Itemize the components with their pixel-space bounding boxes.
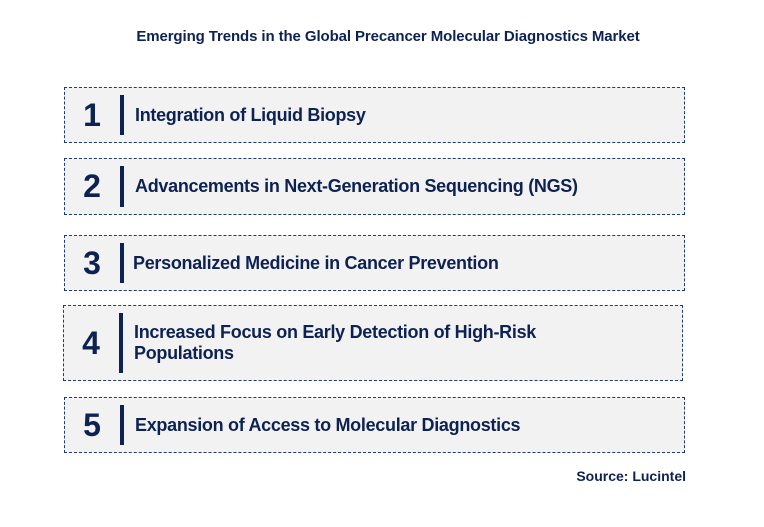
trend-number: 1 [83, 96, 101, 133]
trend-number: 5 [83, 406, 101, 443]
trend-label: Personalized Medicine in Cancer Preventi… [133, 252, 499, 273]
trend-label: Advancements in Next-Generation Sequenci… [135, 176, 578, 196]
trend-box-3: 3 Personalized Medicine in Cancer Preven… [64, 235, 685, 291]
trend-divider [120, 405, 124, 445]
trend-divider [120, 243, 124, 283]
trend-divider [120, 95, 124, 135]
trend-label: Integration of Liquid Biopsy [135, 104, 366, 125]
trend-label: Expansion of Access to Molecular Diagnos… [135, 414, 521, 435]
trend-box-2: 2 Advancements in Next-Generation Sequen… [64, 158, 685, 215]
trend-number: 3 [83, 244, 101, 281]
trend-number: 4 [82, 324, 100, 361]
diagram-title: Emerging Trends in the Global Precancer … [136, 28, 640, 45]
trend-box-1: 1 Integration of Liquid Biopsy [64, 87, 685, 143]
trend-divider [120, 166, 124, 207]
source-credit: Source: Lucintel [576, 468, 686, 484]
trend-number: 2 [83, 168, 101, 204]
trend-box-5: 5 Expansion of Access to Molecular Diagn… [64, 397, 685, 453]
trend-box-4: 4 Increased Focus on Early Detection of … [63, 305, 683, 381]
trend-divider [119, 313, 123, 373]
trend-label: Increased Focus on Early Detection of Hi… [134, 322, 536, 363]
